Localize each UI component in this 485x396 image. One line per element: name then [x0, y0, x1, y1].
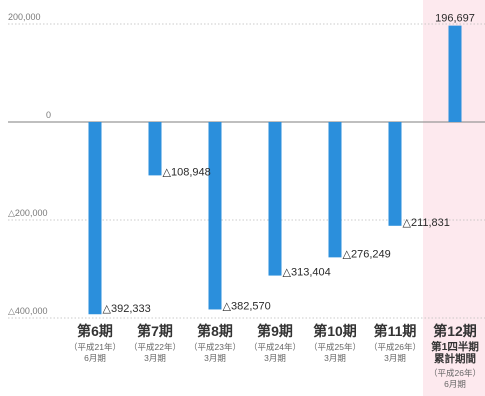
bar [388, 122, 402, 226]
category-name: 第11期 [374, 323, 417, 339]
grid-lines [8, 23, 485, 319]
category-period: 3月期 [204, 353, 226, 363]
category-period: 3月期 [384, 353, 406, 363]
data-label: △276,249 [343, 248, 391, 260]
category-name: 第10期 [313, 323, 357, 339]
bar [268, 122, 282, 276]
category-name: 第6期 [77, 323, 113, 339]
data-label: △211,831 [403, 217, 450, 229]
data-labels: △392,333 △108,948 △382,570 △313,404 △276,249… [103, 13, 475, 315]
category-extra: 累計期間 [434, 352, 476, 365]
category-period: 3月期 [264, 353, 286, 363]
category-label: 第11期 （平成26年）3月期 [369, 323, 421, 363]
data-label: △392,333 [103, 303, 151, 315]
category-period: （平成26年） [429, 368, 481, 378]
data-label: 196,697 [435, 13, 475, 25]
category-period: 6月期 [84, 353, 106, 363]
x-axis-categories: 第6期（平成21年）6月期第7期（平成22年）3月期第8期（平成23年）3月期第… [69, 323, 481, 389]
bar [328, 122, 342, 258]
data-label: △382,570 [223, 300, 271, 312]
category-period: （平成22年） [129, 342, 181, 352]
category-period: 3月期 [324, 353, 346, 363]
category-period: 6月期 [444, 379, 466, 389]
category-name: 第9期 [257, 323, 293, 339]
y-tick-label: △400,000 [8, 306, 47, 316]
y-tick-label: △200,000 [8, 208, 47, 218]
bar [88, 122, 102, 315]
y-tick-label: 200,000 [8, 12, 41, 22]
category-period: 3月期 [144, 353, 166, 363]
data-label: △313,404 [283, 267, 331, 279]
category-period: （平成21年） [69, 342, 121, 352]
category-label: 第6期 （平成21年）6月期 [69, 323, 121, 363]
category-extra: 第1四半期 [431, 340, 479, 353]
bar [448, 25, 462, 122]
category-name: 第7期 [137, 323, 173, 339]
category-label: 第9期 （平成24年）3月期 [249, 323, 301, 363]
bars [88, 25, 462, 315]
y-tick-label: 0 [46, 110, 51, 120]
category-name: 第12期 [433, 323, 477, 339]
bar [148, 122, 162, 176]
bar [208, 122, 222, 310]
y-axis-ticks: 200,000 0 △200,000 △400,000 [8, 12, 51, 316]
category-period: （平成24年） [249, 342, 301, 352]
category-label: 第10期 （平成25年）3月期 [309, 323, 361, 363]
category-label: 第8期 （平成23年）3月期 [189, 323, 241, 363]
category-period: （平成25年） [309, 342, 361, 352]
category-period: （平成23年） [189, 342, 241, 352]
data-label: △108,948 [163, 166, 211, 178]
category-label: 第7期 （平成22年）3月期 [129, 323, 181, 363]
category-name: 第8期 [197, 323, 233, 339]
category-period: （平成26年） [369, 342, 421, 352]
